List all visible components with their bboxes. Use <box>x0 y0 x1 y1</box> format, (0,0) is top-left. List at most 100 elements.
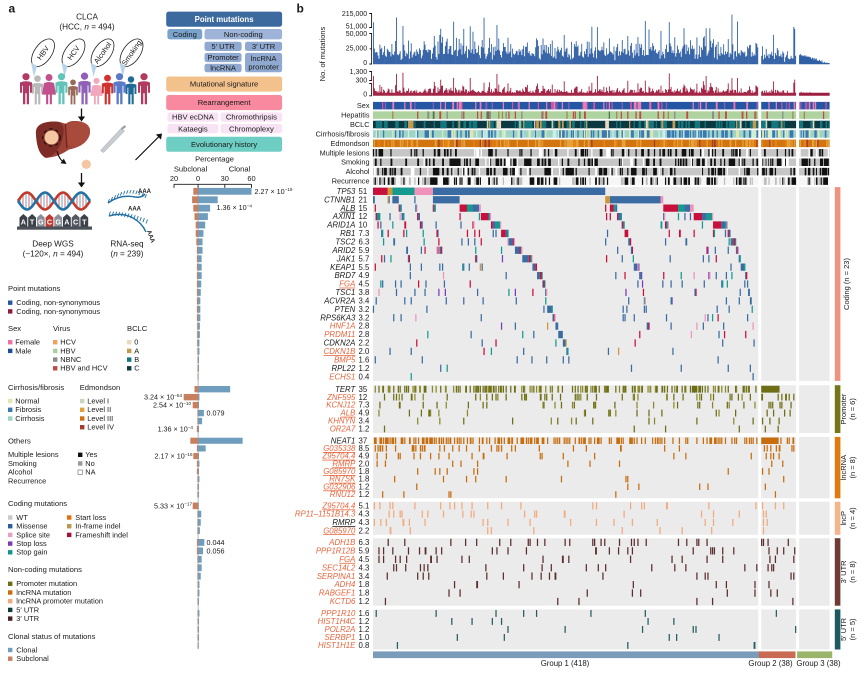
svg-text:HBV: HBV <box>60 346 75 355</box>
svg-text:Clonal: Clonal <box>229 165 251 174</box>
svg-text:1.2: 1.2 <box>359 490 370 499</box>
svg-text:BCLC: BCLC <box>127 324 148 333</box>
svg-text:(n = 239): (n = 239) <box>110 250 143 259</box>
svg-text:No: No <box>85 459 94 468</box>
svg-text:KCTD6: KCTD6 <box>330 597 356 606</box>
svg-text:Cirrhosis: Cirrhosis <box>15 414 44 423</box>
svg-text:Clonal status of mutations: Clonal status of mutations <box>8 632 96 641</box>
svg-text:(n = 5): (n = 5) <box>848 618 857 640</box>
svg-text:Deep WGS: Deep WGS <box>32 240 74 249</box>
svg-text:2.2: 2.2 <box>359 526 370 535</box>
svg-text:Alcohol: Alcohol <box>8 468 33 477</box>
svg-text:Subclonal: Subclonal <box>174 165 208 174</box>
svg-text:WT: WT <box>16 513 28 522</box>
svg-text:Yes: Yes <box>85 450 97 459</box>
svg-text:Percentage: Percentage <box>195 155 234 164</box>
svg-text:Recurrence: Recurrence <box>8 476 46 485</box>
svg-text:OR2A7: OR2A7 <box>330 425 356 434</box>
svg-text:Stop gain: Stop gain <box>16 548 47 557</box>
svg-text:Group 2 (38): Group 2 (38) <box>748 659 793 668</box>
svg-text:T: T <box>30 218 35 227</box>
svg-text:Splice site: Splice site <box>16 530 50 539</box>
svg-text:HIST1H1E: HIST1H1E <box>318 641 356 650</box>
svg-text:3′ UTR: 3′ UTR <box>252 42 276 51</box>
svg-text:Alcohol: Alcohol <box>346 167 370 176</box>
svg-text:HBV ecDNA: HBV ecDNA <box>172 113 215 122</box>
svg-text:Chromoplexy: Chromoplexy <box>229 124 274 133</box>
svg-text:0.4: 0.4 <box>359 372 371 381</box>
svg-text:Group 3 (38): Group 3 (38) <box>796 659 841 668</box>
svg-text:G: G <box>38 218 44 227</box>
svg-text:BCLC: BCLC <box>350 120 369 129</box>
svg-text:T: T <box>82 218 87 227</box>
svg-text:Multiple lesions: Multiple lesions <box>320 148 370 157</box>
svg-text:lncRNA: lncRNA <box>839 455 848 480</box>
svg-text:Promoter: Promoter <box>207 53 239 62</box>
svg-text:Hepatitis: Hepatitis <box>341 111 370 120</box>
svg-text:RNU12: RNU12 <box>330 490 356 499</box>
svg-text:1.2: 1.2 <box>359 597 370 606</box>
svg-text:No. of mutations: No. of mutations <box>318 26 327 81</box>
svg-text:3′ UTR: 3′ UTR <box>839 560 848 584</box>
svg-text:ECHS1: ECHS1 <box>329 372 355 381</box>
svg-text:A: A <box>21 218 26 227</box>
svg-text:60: 60 <box>247 174 255 183</box>
svg-text:Virus: Virus <box>53 324 70 333</box>
svg-text:Sex: Sex <box>357 101 370 110</box>
svg-text:5′ UTR: 5′ UTR <box>839 617 848 641</box>
svg-text:AAA: AAA <box>138 189 152 195</box>
svg-text:A: A <box>64 218 69 227</box>
svg-text:Level I: Level I <box>87 397 109 406</box>
svg-text:HBV and HCV: HBV and HCV <box>60 364 107 373</box>
svg-text:(~120×, n = 494): (~120×, n = 494) <box>23 250 84 259</box>
svg-text:a: a <box>9 2 16 16</box>
svg-text:NBNC: NBNC <box>60 355 82 364</box>
svg-text:C: C <box>73 218 78 227</box>
svg-text:Level III: Level III <box>87 414 113 423</box>
svg-text:lncRNA mutation: lncRNA mutation <box>16 588 71 597</box>
svg-text:HCV: HCV <box>60 338 76 347</box>
svg-text:Point mutations: Point mutations <box>8 284 61 293</box>
svg-text:(HCC, n = 494): (HCC, n = 494) <box>59 23 115 32</box>
svg-text:0: 0 <box>363 92 367 99</box>
svg-text:Non-coding mutations: Non-coding mutations <box>8 565 82 574</box>
svg-text:20: 20 <box>170 174 178 183</box>
svg-text:promoter: promoter <box>248 63 279 72</box>
svg-text:b: b <box>297 2 304 16</box>
svg-text:5′ UTR: 5′ UTR <box>211 42 235 51</box>
svg-text:RNA-seq: RNA-seq <box>110 240 144 249</box>
svg-text:Cirrhosis/fibrosis: Cirrhosis/fibrosis <box>316 129 370 138</box>
svg-text:Chromothripsis: Chromothripsis <box>226 113 277 122</box>
svg-text:Coding: Coding <box>173 30 197 39</box>
svg-text:Coding (n = 23): Coding (n = 23) <box>842 258 851 310</box>
svg-text:Recurrence: Recurrence <box>332 177 370 186</box>
svg-text:(n = 6): (n = 6) <box>848 398 857 420</box>
svg-text:51,000: 51,000 <box>346 23 368 30</box>
svg-text:Edmondson: Edmondson <box>331 139 370 148</box>
svg-text:Stop loss: Stop loss <box>16 539 47 548</box>
svg-text:lncP: lncP <box>839 511 848 526</box>
svg-text:0.056: 0.056 <box>207 546 225 555</box>
svg-text:0.8: 0.8 <box>359 641 370 650</box>
svg-text:Subclonal: Subclonal <box>16 654 49 663</box>
svg-text:Others: Others <box>8 436 31 445</box>
svg-text:C: C <box>47 218 52 227</box>
svg-text:Coding, non-synonymous: Coding, non-synonymous <box>16 298 100 307</box>
svg-text:(n = 4): (n = 4) <box>848 507 857 529</box>
svg-text:0: 0 <box>134 338 138 347</box>
svg-text:Edmondson: Edmondson <box>80 383 121 392</box>
svg-text:Kataegis: Kataegis <box>178 124 208 133</box>
svg-text:Missense: Missense <box>16 522 47 531</box>
svg-text:25,000: 25,000 <box>346 45 368 52</box>
svg-text:Group 1 (418): Group 1 (418) <box>541 659 590 668</box>
svg-text:B: B <box>134 355 139 364</box>
svg-text:lncRNA: lncRNA <box>210 64 237 73</box>
svg-text:Rearrangement: Rearrangement <box>198 98 252 107</box>
svg-text:G085970: G085970 <box>323 526 356 535</box>
svg-text:CLCA: CLCA <box>76 13 98 22</box>
svg-text:300: 300 <box>356 78 368 85</box>
svg-text:NA: NA <box>85 468 95 477</box>
svg-text:Smoking: Smoking <box>8 459 37 468</box>
svg-text:30: 30 <box>221 174 229 183</box>
svg-text:Mutational signature: Mutational signature <box>190 80 258 89</box>
